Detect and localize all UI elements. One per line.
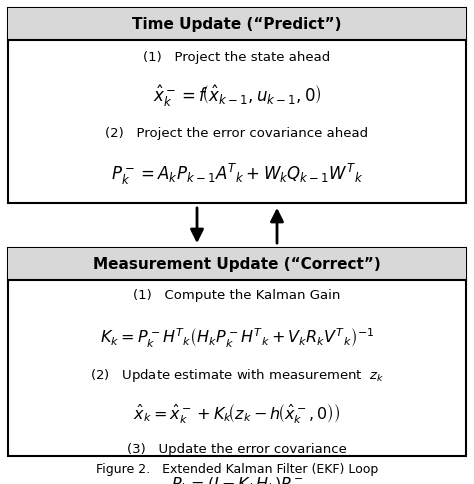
Text: $P_k = \left(I - K_k H_k\right) P^-_k$: $P_k = \left(I - K_k H_k\right) P^-_k$	[171, 476, 303, 484]
Text: Figure 2.   Extended Kalman Filter (EKF) Loop: Figure 2. Extended Kalman Filter (EKF) L…	[96, 464, 378, 477]
Text: (3)   Update the error covariance: (3) Update the error covariance	[127, 443, 347, 456]
Bar	[8, 248, 466, 280]
Text: Time Update (“Predict”): Time Update (“Predict”)	[132, 16, 342, 31]
Text: (1)   Compute the Kalman Gain: (1) Compute the Kalman Gain	[133, 289, 341, 302]
Text: Measurement Update (“Correct”): Measurement Update (“Correct”)	[93, 257, 381, 272]
Text: $\hat{x}_k = \hat{x}^-_k + K_k\!\left(z_k - h\!\left(\hat{x}^-_k, 0\right)\right: $\hat{x}_k = \hat{x}^-_k + K_k\!\left(z_…	[133, 402, 341, 426]
Bar	[8, 8, 466, 40]
Text: $P^-_k = A_k P_{k-1} A^T{}_k + W_k Q_{k-1} W^T{}_k$: $P^-_k = A_k P_{k-1} A^T{}_k + W_k Q_{k-…	[111, 162, 363, 186]
Text: (2)   Update estimate with measurement  $z_k$: (2) Update estimate with measurement $z_…	[90, 367, 384, 384]
Text: (1)   Project the state ahead: (1) Project the state ahead	[143, 51, 331, 64]
Text: $K_k = P^-_k H^T{}_k \left(H_k P^-_k H^T{}_k + V_k R_k V^T{}_k\right)^{-1}$: $K_k = P^-_k H^T{}_k \left(H_k P^-_k H^T…	[100, 326, 374, 349]
Text: (2)   Project the error covariance ahead: (2) Project the error covariance ahead	[105, 127, 369, 140]
Bar	[8, 8, 466, 203]
Bar	[8, 248, 466, 456]
Text: $\hat{x}^-_k = f\!\left(\hat{x}_{k-1}, u_{k-1}, 0\right)$: $\hat{x}^-_k = f\!\left(\hat{x}_{k-1}, u…	[153, 83, 321, 109]
